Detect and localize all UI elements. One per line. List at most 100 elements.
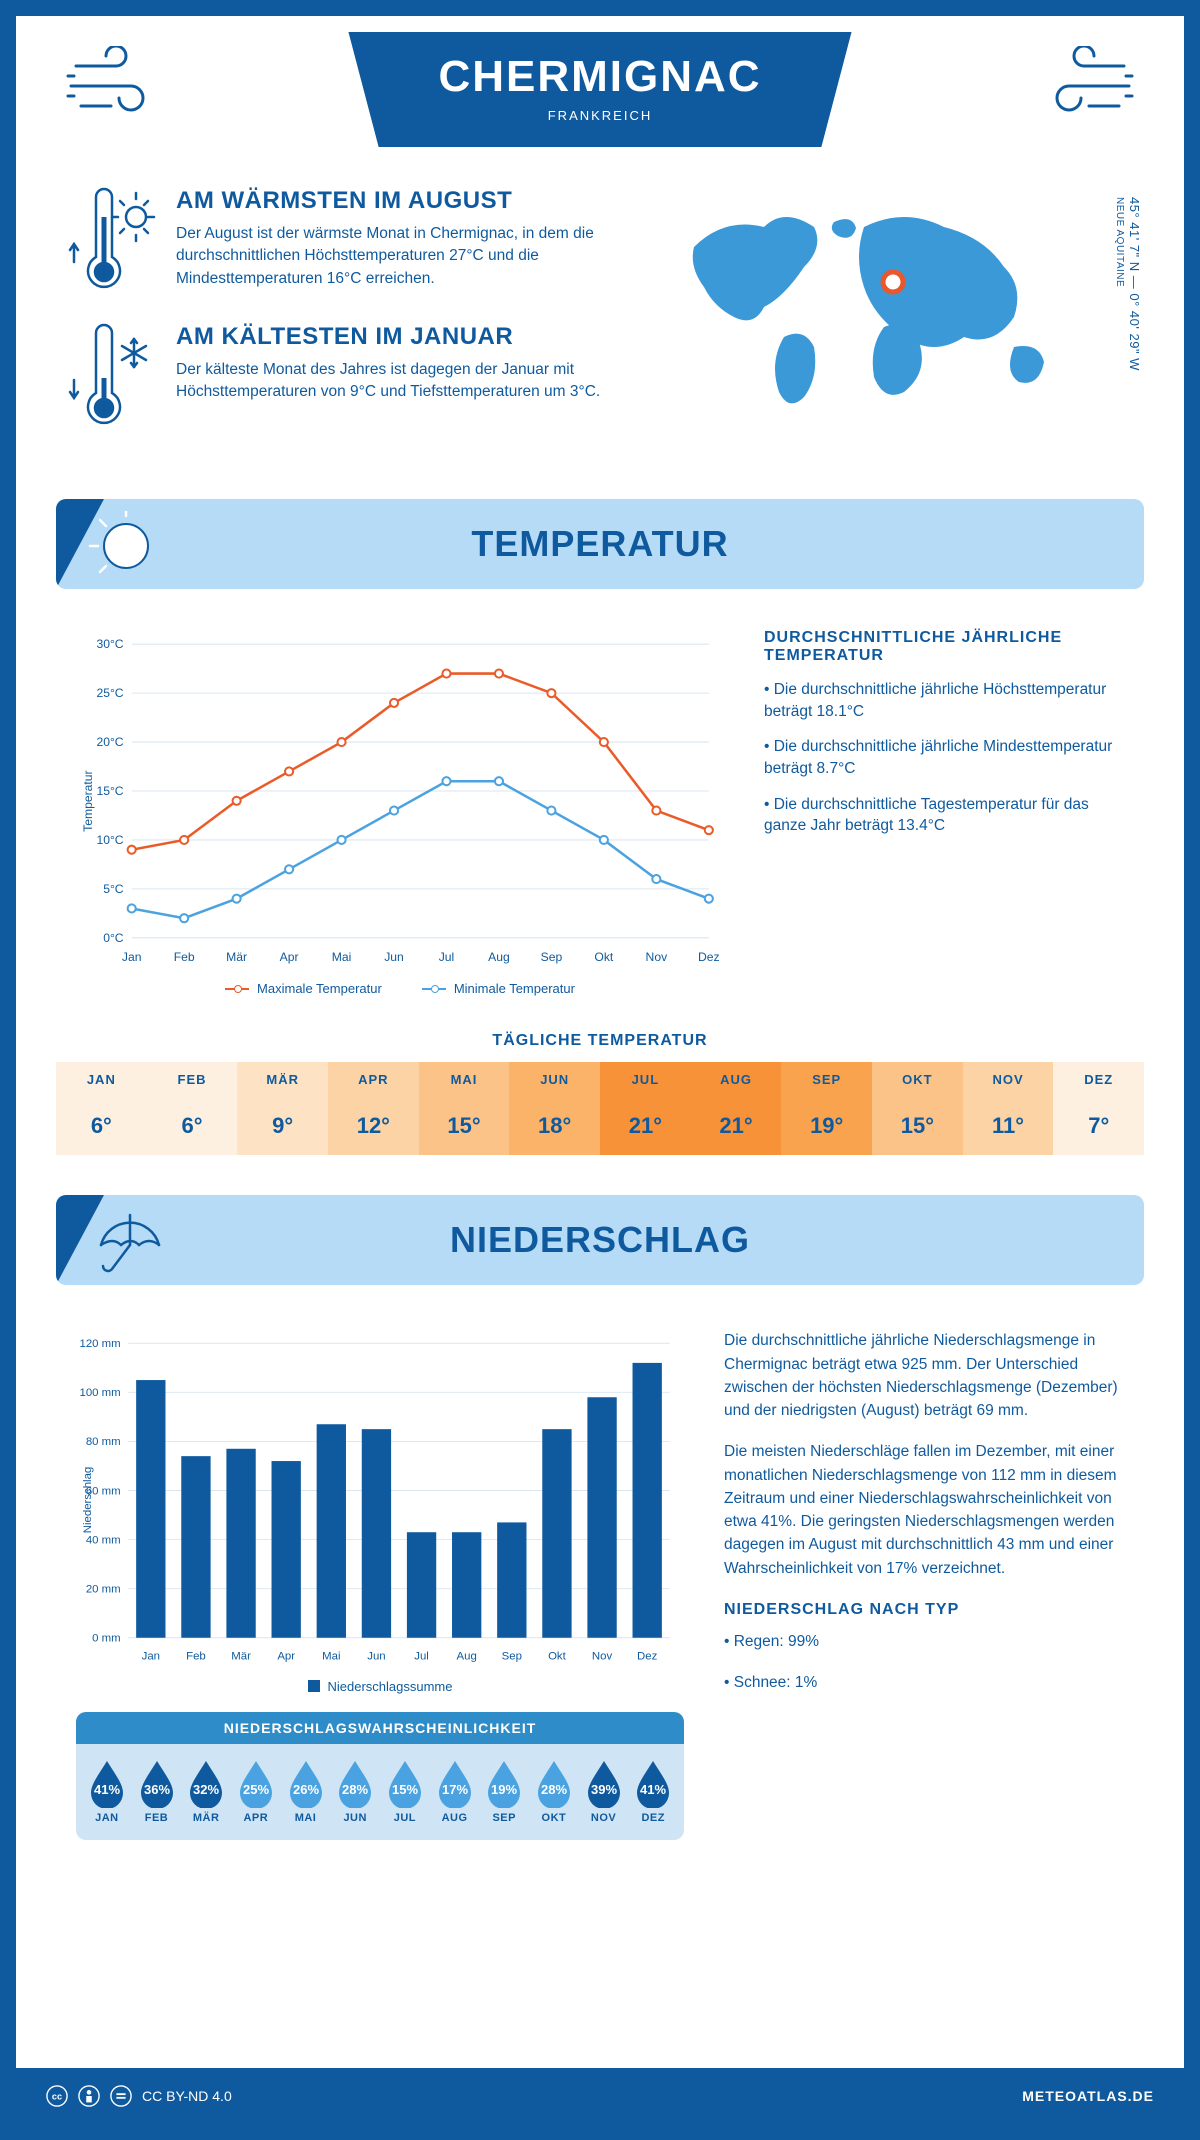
- precip-paragraph-2: Die meisten Niederschläge fallen im Deze…: [724, 1440, 1124, 1580]
- svg-text:Feb: Feb: [174, 950, 195, 964]
- svg-text:41%: 41%: [94, 1782, 120, 1797]
- svg-text:120 mm: 120 mm: [79, 1338, 120, 1350]
- warmest-title: AM WÄRMSTEN IM AUGUST: [176, 187, 634, 215]
- precip-prob-drop: 19%SEP: [479, 1758, 529, 1824]
- svg-text:28%: 28%: [541, 1782, 567, 1797]
- temp-notes-l3: • Die durchschnittliche Tagestemperatur …: [764, 794, 1124, 837]
- svg-text:Aug: Aug: [488, 950, 510, 964]
- svg-text:20°C: 20°C: [96, 735, 123, 749]
- warmest-body: Der August ist der wärmste Monat in Cher…: [176, 223, 634, 290]
- svg-text:Dez: Dez: [698, 950, 720, 964]
- svg-text:15°C: 15°C: [96, 784, 123, 798]
- svg-text:41%: 41%: [640, 1782, 666, 1797]
- daily-temp-cell: FEB6°: [147, 1062, 238, 1155]
- svg-text:5°C: 5°C: [103, 882, 124, 896]
- bar-chart-legend: Niederschlagssumme: [76, 1679, 684, 1694]
- city-title: CHERMIGNAC: [438, 52, 761, 102]
- coldest-title: AM KÄLTESTEN IM JANUAR: [176, 323, 634, 351]
- cc-nd-icon: [110, 2085, 132, 2107]
- daily-temp-cell: MAI15°: [419, 1062, 510, 1155]
- coldest-block: AM KÄLTESTEN IM JANUAR Der kälteste Mona…: [66, 323, 634, 433]
- svg-text:30°C: 30°C: [96, 637, 123, 651]
- svg-text:Nov: Nov: [646, 950, 669, 964]
- temperature-line-chart: 0°C 5°C 10°C 15°C 20°C 25°C 30°C Jan Feb Mär Apr Ma…: [76, 629, 724, 973]
- daily-temp-cell: SEP19°: [781, 1062, 872, 1155]
- country-subtitle: FRANKREICH: [438, 108, 761, 123]
- precip-prob-drop: 26%MAI: [281, 1758, 331, 1824]
- svg-text:Jun: Jun: [367, 1651, 385, 1663]
- precipitation-bar-chart: 0 mm20 mm40 mm60 mm80 mm100 mm120 mmJanF…: [76, 1329, 684, 1671]
- daily-temp-cell: MÄR9°: [237, 1062, 328, 1155]
- temp-notes-l2: • Die durchschnittliche jährliche Mindes…: [764, 736, 1124, 779]
- world-map: 45° 41' 7" N — 0° 40' 29" W NEUE AQUITAI…: [674, 187, 1134, 459]
- daily-temp-cell: APR12°: [328, 1062, 419, 1155]
- license-label: CC BY-ND 4.0: [142, 2088, 232, 2104]
- precip-prob-drop: 28%JUN: [330, 1758, 380, 1824]
- svg-text:Apr: Apr: [280, 950, 299, 964]
- svg-text:Dez: Dez: [637, 1651, 658, 1663]
- svg-text:25%: 25%: [243, 1782, 269, 1797]
- svg-text:0°C: 0°C: [103, 931, 124, 945]
- section-header-temperature: TEMPERATUR: [56, 499, 1144, 589]
- svg-text:25°C: 25°C: [96, 686, 123, 700]
- thermometer-hot-icon: [66, 187, 156, 297]
- svg-text:Apr: Apr: [277, 1651, 295, 1663]
- precip-prob-drop: 32%MÄR: [181, 1758, 231, 1824]
- precip-probability-panel: NIEDERSCHLAGSWAHRSCHEINLICHKEIT 41%JAN36…: [76, 1712, 684, 1840]
- daily-temp-cell: DEZ7°: [1053, 1062, 1144, 1155]
- svg-text:Jan: Jan: [142, 1651, 160, 1663]
- precip-prob-drop: 41%DEZ: [628, 1758, 678, 1824]
- svg-text:Sep: Sep: [541, 950, 563, 964]
- svg-text:20 mm: 20 mm: [86, 1584, 121, 1596]
- daily-temp-cell: JAN6°: [56, 1062, 147, 1155]
- svg-text:0 mm: 0 mm: [92, 1633, 120, 1645]
- daily-temp-title: TÄGLICHE TEMPERATUR: [16, 1032, 1184, 1050]
- umbrella-icon: [86, 1207, 166, 1277]
- daily-temperature-strip: JAN6°FEB6°MÄR9°APR12°MAI15°JUN18°JUL21°A…: [56, 1062, 1144, 1155]
- precip-prob-drop: 15%JUL: [380, 1758, 430, 1824]
- cc-by-icon: [78, 2085, 100, 2107]
- legend-min-temp: Minimale Temperatur: [422, 981, 575, 996]
- precip-prob-drop: 17%AUG: [430, 1758, 480, 1824]
- svg-text:32%: 32%: [193, 1782, 219, 1797]
- svg-text:Jan: Jan: [122, 950, 142, 964]
- wind-icon: [1014, 46, 1134, 126]
- wind-icon: [66, 46, 186, 126]
- location-marker-icon: [880, 269, 906, 295]
- svg-text:39%: 39%: [591, 1782, 617, 1797]
- daily-temp-cell: JUN18°: [509, 1062, 600, 1155]
- svg-text:Niederschlag: Niederschlag: [82, 1467, 94, 1533]
- svg-text:Jul: Jul: [439, 950, 455, 964]
- svg-text:40 mm: 40 mm: [86, 1535, 121, 1547]
- coldest-body: Der kälteste Monat des Jahres ist dagege…: [176, 359, 634, 404]
- svg-text:Mai: Mai: [322, 1651, 340, 1663]
- svg-text:80 mm: 80 mm: [86, 1436, 121, 1448]
- section-header-precip: NIEDERSCHLAG: [56, 1195, 1144, 1285]
- sun-icon: [86, 511, 166, 581]
- svg-text:cc: cc: [52, 2092, 62, 2102]
- section-title-temperature: TEMPERATUR: [56, 523, 1144, 565]
- daily-temp-cell: AUG21°: [691, 1062, 782, 1155]
- svg-text:Sep: Sep: [502, 1651, 522, 1663]
- page-footer: cc CC BY-ND 4.0 METEOATLAS.DE: [16, 2068, 1184, 2124]
- svg-text:10°C: 10°C: [96, 833, 123, 847]
- svg-text:15%: 15%: [392, 1782, 418, 1797]
- svg-text:26%: 26%: [293, 1782, 319, 1797]
- svg-text:Jul: Jul: [414, 1651, 429, 1663]
- section-title-precip: NIEDERSCHLAG: [56, 1219, 1144, 1261]
- svg-text:17%: 17%: [442, 1782, 468, 1797]
- svg-text:Mai: Mai: [332, 950, 352, 964]
- precip-prob-drop: 36%FEB: [132, 1758, 182, 1824]
- daily-temp-cell: JUL21°: [600, 1062, 691, 1155]
- cc-icon: cc: [46, 2085, 68, 2107]
- svg-text:Mär: Mär: [226, 950, 247, 964]
- daily-temp-cell: NOV11°: [963, 1062, 1054, 1155]
- svg-text:100 mm: 100 mm: [79, 1387, 120, 1399]
- precip-prob-drop: 28%OKT: [529, 1758, 579, 1824]
- legend-max-temp: Maximale Temperatur: [225, 981, 382, 996]
- svg-text:Temperatur: Temperatur: [81, 770, 95, 831]
- precip-prob-drop: 39%NOV: [579, 1758, 629, 1824]
- svg-text:Okt: Okt: [594, 950, 614, 964]
- warmest-block: AM WÄRMSTEN IM AUGUST Der August ist der…: [66, 187, 634, 297]
- precip-type-snow: • Schnee: 1%: [724, 1671, 1124, 1694]
